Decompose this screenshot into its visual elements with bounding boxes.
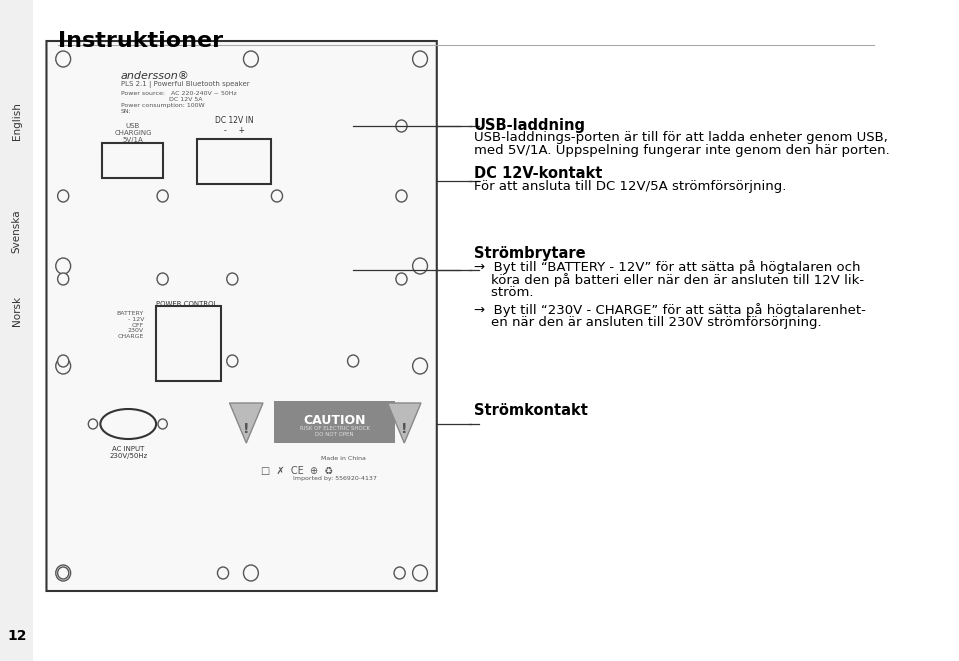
Text: DO NOT OPEN: DO NOT OPEN xyxy=(316,432,354,437)
Bar xyxy=(0,0,34,661)
Circle shape xyxy=(58,190,69,202)
Circle shape xyxy=(158,419,167,429)
Text: Power consumption: 100W: Power consumption: 100W xyxy=(121,103,204,108)
Text: USB-laddnings-porten är till för att ladda enheter genom USB,: USB-laddnings-porten är till för att lad… xyxy=(474,131,888,144)
Circle shape xyxy=(56,51,71,67)
Polygon shape xyxy=(229,403,263,443)
Text: För att ansluta till DC 12V/5A strömförsörjning.: För att ansluta till DC 12V/5A strömförs… xyxy=(474,180,786,193)
Circle shape xyxy=(157,190,168,202)
Circle shape xyxy=(56,565,71,581)
Text: Norsk: Norsk xyxy=(12,296,22,326)
Circle shape xyxy=(347,355,359,367)
Text: CAUTION: CAUTION xyxy=(303,414,365,427)
Text: USB
CHARGING
5V/1A: USB CHARGING 5V/1A xyxy=(114,123,152,143)
Circle shape xyxy=(244,565,258,581)
Text: en när den är ansluten till 230V strömförsörjning.: en när den är ansluten till 230V strömfö… xyxy=(474,316,822,329)
Circle shape xyxy=(58,567,69,579)
Circle shape xyxy=(412,51,428,67)
FancyBboxPatch shape xyxy=(46,41,436,591)
Circle shape xyxy=(412,565,428,581)
Circle shape xyxy=(394,567,406,579)
Text: med 5V/1A. Uppspelning fungerar inte genom den här porten.: med 5V/1A. Uppspelning fungerar inte gen… xyxy=(474,144,890,157)
Text: AC INPUT
230V/50Hz: AC INPUT 230V/50Hz xyxy=(109,446,148,459)
Text: RISK OF ELECTRIC SHOCK: RISK OF ELECTRIC SHOCK xyxy=(299,426,369,431)
Text: Imported by: 556920-4137: Imported by: 556920-4137 xyxy=(292,476,377,481)
Bar xyxy=(103,143,163,178)
Ellipse shape xyxy=(101,409,156,439)
Text: POWER CONTROL: POWER CONTROL xyxy=(156,301,218,307)
Polygon shape xyxy=(387,403,421,443)
Circle shape xyxy=(226,273,238,285)
Bar xyxy=(156,306,222,381)
Circle shape xyxy=(218,567,228,579)
Text: ström.: ström. xyxy=(474,286,533,299)
Circle shape xyxy=(244,51,258,67)
Circle shape xyxy=(412,258,428,274)
Text: SN:: SN: xyxy=(121,109,131,114)
Circle shape xyxy=(396,120,407,132)
Text: Instruktioner: Instruktioner xyxy=(58,31,222,51)
Bar xyxy=(274,401,395,443)
Circle shape xyxy=(271,190,283,202)
Circle shape xyxy=(396,273,407,285)
Text: Strömkontakt: Strömkontakt xyxy=(474,403,588,418)
Text: →  Byt till “230V - CHARGE” för att sätta på högtalarenhet-: → Byt till “230V - CHARGE” för att sätta… xyxy=(474,303,866,317)
Text: □  ✗  CE  ⊕  ♻: □ ✗ CE ⊕ ♻ xyxy=(261,466,334,476)
Text: PLS 2.1 | Powerful Bluetooth speaker: PLS 2.1 | Powerful Bluetooth speaker xyxy=(121,81,249,88)
Text: DC 12V-kontakt: DC 12V-kontakt xyxy=(474,166,602,181)
Text: Strömbrytare: Strömbrytare xyxy=(474,246,586,261)
Text: andersson®: andersson® xyxy=(121,71,190,81)
Circle shape xyxy=(157,273,168,285)
Text: Made in China: Made in China xyxy=(321,456,366,461)
Circle shape xyxy=(412,358,428,374)
Circle shape xyxy=(226,355,238,367)
Circle shape xyxy=(396,190,407,202)
Bar xyxy=(197,139,271,184)
Text: 12: 12 xyxy=(7,629,27,643)
Circle shape xyxy=(56,258,71,274)
Text: köra den på batteri eller när den är ansluten till 12V lik-: köra den på batteri eller när den är ans… xyxy=(474,273,864,287)
Text: !: ! xyxy=(401,422,408,436)
Text: DC 12V 5A: DC 12V 5A xyxy=(121,97,202,102)
Circle shape xyxy=(58,355,69,367)
Text: English: English xyxy=(12,102,22,140)
Text: Power source:   AC 220-240V ~ 50Hz: Power source: AC 220-240V ~ 50Hz xyxy=(121,91,237,96)
Text: USB-laddning: USB-laddning xyxy=(474,118,586,133)
Circle shape xyxy=(88,419,98,429)
Circle shape xyxy=(56,358,71,374)
Text: !: ! xyxy=(243,422,249,436)
Text: DC 12V IN
-     +: DC 12V IN - + xyxy=(215,116,253,135)
Text: BATTERY
- 12V
OFF
230V
CHARGE: BATTERY - 12V OFF 230V CHARGE xyxy=(117,311,144,339)
Text: →  Byt till “BATTERY - 12V” för att sätta på högtalaren och: → Byt till “BATTERY - 12V” för att sätta… xyxy=(474,260,860,274)
Circle shape xyxy=(58,273,69,285)
Text: Svenska: Svenska xyxy=(12,209,22,253)
